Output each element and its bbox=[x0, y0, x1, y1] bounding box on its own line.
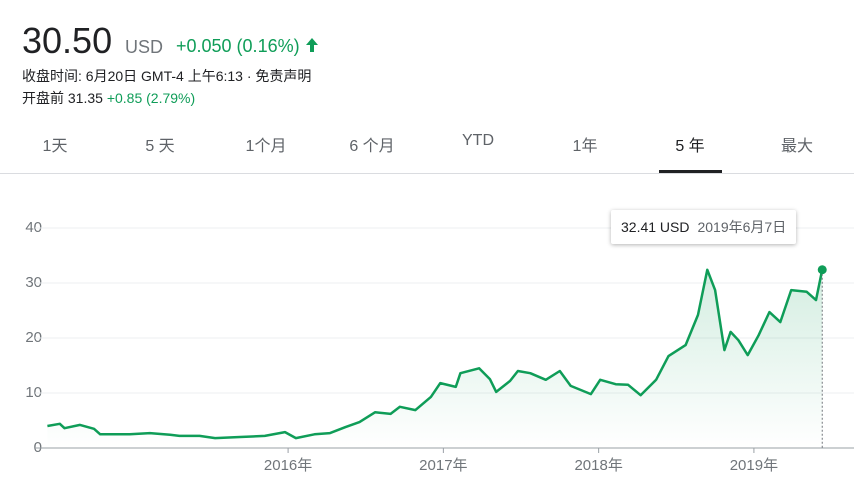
premarket-label: 开盘前 31.35 bbox=[22, 90, 103, 106]
change-text: +0.050 (0.16%) bbox=[176, 36, 300, 56]
range-tab[interactable]: YTD bbox=[462, 132, 494, 149]
y-tick-label: 30 bbox=[25, 274, 42, 291]
area-fill bbox=[47, 269, 823, 448]
range-tabs: 1天 5 天 1个月 6 个月 YTD 1年 5 年 最大 bbox=[0, 115, 854, 174]
disclaimer-link[interactable]: 免责声明 bbox=[255, 68, 312, 84]
range-tab[interactable]: 1年 bbox=[572, 138, 598, 155]
price: 30.50 bbox=[22, 20, 113, 61]
tooltip-price: 32.41 USD bbox=[621, 219, 690, 235]
x-tick-label: 2017年 bbox=[419, 457, 467, 474]
x-tick-label: 2019年 bbox=[730, 457, 778, 474]
currency: USD bbox=[125, 37, 164, 57]
close-time: 收盘时间: 6月20日 GMT-4 上午6:13 · bbox=[22, 68, 256, 84]
y-tick-label: 0 bbox=[34, 439, 42, 456]
close-info: 收盘时间: 6月20日 GMT-4 上午6:13 · 免责声明 bbox=[22, 66, 311, 86]
price-line bbox=[47, 268, 824, 440]
y-tick-label: 40 bbox=[25, 219, 42, 236]
tooltip-date: 2019年6月7日 bbox=[697, 219, 787, 235]
y-tick-label: 10 bbox=[25, 384, 42, 401]
range-tab[interactable]: 最大 bbox=[780, 138, 814, 155]
y-tick-label: 20 bbox=[25, 329, 42, 346]
range-tab[interactable]: 6 个月 bbox=[349, 138, 395, 155]
x-tick-label: 2016年 bbox=[264, 457, 312, 474]
x-tick-label: 2018年 bbox=[574, 457, 622, 474]
premarket: 开盘前 31.35 +0.85 (2.79%) bbox=[22, 88, 195, 108]
range-tab[interactable]: 5 天 bbox=[145, 138, 175, 155]
up-arrow bbox=[305, 38, 318, 52]
tooltip: 32.41 USD 2019年6月7日 bbox=[611, 210, 797, 244]
hover-point bbox=[817, 265, 827, 275]
tab-indicator bbox=[659, 170, 722, 173]
range-tab[interactable]: 5 年 bbox=[675, 138, 705, 155]
range-tab[interactable]: 1天 bbox=[42, 138, 68, 155]
premarket-change: +0.85 (2.79%) bbox=[106, 90, 196, 106]
price-change: +0.050 (0.16%) bbox=[176, 36, 319, 57]
range-tab[interactable]: 1个月 bbox=[245, 138, 287, 155]
